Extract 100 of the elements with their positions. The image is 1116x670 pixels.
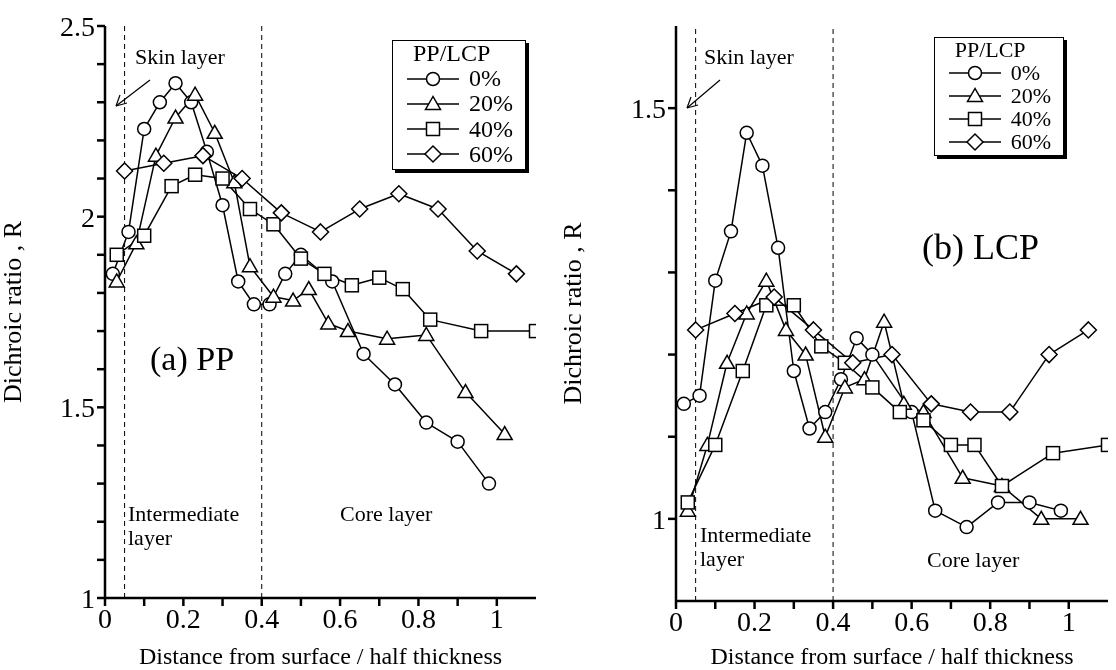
legend-label: 20%: [469, 90, 513, 117]
point: [954, 469, 971, 485]
point: [814, 339, 829, 354]
point: [164, 178, 179, 194]
point: [241, 257, 259, 273]
point: [922, 395, 941, 413]
point: [233, 169, 251, 188]
point: [372, 270, 387, 285]
point: [155, 154, 173, 173]
point: [167, 109, 184, 124]
x-tick-label: 0.6: [322, 602, 358, 634]
point: [735, 363, 751, 379]
x-tick-label: 0.2: [165, 602, 201, 634]
point: [390, 185, 408, 203]
point: [686, 321, 705, 339]
text: (b) LCP: [922, 226, 1039, 268]
point: [738, 305, 755, 320]
point: [242, 201, 258, 217]
point: [206, 124, 223, 140]
x-tick-label: 0: [98, 602, 112, 634]
annotation: Core layer: [340, 501, 433, 527]
point: [457, 383, 474, 399]
point: [726, 304, 744, 323]
point: [215, 197, 230, 213]
point: [865, 347, 880, 362]
x-tick-label: 0.4: [244, 602, 280, 634]
annotation: Intermediate layer: [128, 501, 241, 551]
x-tick-label: 0.8: [400, 602, 436, 634]
point: [266, 217, 281, 232]
point: [1072, 510, 1089, 526]
point: [786, 298, 802, 313]
point: [496, 425, 513, 441]
point: [300, 280, 317, 296]
point: [836, 379, 854, 394]
point: [230, 274, 246, 289]
point: [1022, 495, 1037, 510]
point: [692, 388, 707, 403]
point: [215, 171, 230, 186]
point: [186, 86, 204, 101]
annotation: Intermediate layer: [700, 522, 813, 572]
point: [1001, 403, 1019, 421]
point: [723, 224, 739, 239]
legend-title: PP/LCP: [412, 40, 492, 67]
point: [293, 251, 309, 266]
point: [429, 200, 447, 218]
point: [1032, 510, 1050, 526]
point: [350, 200, 369, 218]
legend-label: 60%: [469, 140, 513, 167]
legend-label: 20%: [1010, 83, 1051, 109]
y-tick-label: 2.5: [60, 10, 95, 42]
point: [849, 330, 864, 346]
point: [187, 167, 203, 182]
point: [356, 346, 371, 362]
point: [450, 434, 465, 449]
point: [797, 346, 814, 361]
point: [121, 224, 136, 240]
text: (a) PP: [150, 340, 235, 378]
point: [892, 404, 908, 420]
point: [786, 363, 802, 379]
point: [387, 377, 403, 392]
point: [990, 495, 1006, 510]
x-tick-label: 0.6: [894, 605, 930, 637]
point: [468, 242, 486, 260]
point: [317, 266, 332, 282]
x-tick-label: 0.2: [737, 605, 773, 637]
point: [961, 403, 980, 421]
point: [265, 288, 282, 303]
point: [943, 437, 959, 453]
x-axis-title: Distance from surface / half thickness: [138, 643, 503, 669]
point: [770, 240, 786, 256]
annotation: Skin layer: [135, 44, 225, 70]
point: [339, 322, 357, 338]
point: [759, 298, 774, 313]
point: [1053, 503, 1069, 518]
legend-label: 40%: [1010, 106, 1051, 132]
point: [152, 95, 168, 110]
point: [136, 121, 152, 137]
point: [473, 323, 489, 339]
point: [865, 380, 880, 395]
point: [883, 345, 901, 364]
point: [108, 273, 125, 288]
point: [875, 313, 893, 328]
legend-title: PP/LCP: [953, 37, 1027, 62]
annotation: Core layer: [927, 547, 1020, 573]
point: [418, 326, 435, 342]
legend-label: 0%: [469, 65, 501, 92]
point: [507, 265, 526, 283]
point: [272, 204, 291, 222]
point: [708, 273, 723, 288]
point: [777, 321, 795, 337]
y-axis-title: Dichroic ratio , R: [0, 220, 28, 403]
point: [843, 354, 862, 372]
y-axis-title: Dichroic ratio , R: [558, 221, 588, 405]
point: [739, 125, 754, 141]
point: [708, 437, 723, 453]
point: [422, 312, 438, 327]
point: [804, 321, 823, 339]
point: [194, 146, 212, 165]
legend-label: 60%: [1010, 129, 1051, 155]
point: [755, 158, 770, 173]
